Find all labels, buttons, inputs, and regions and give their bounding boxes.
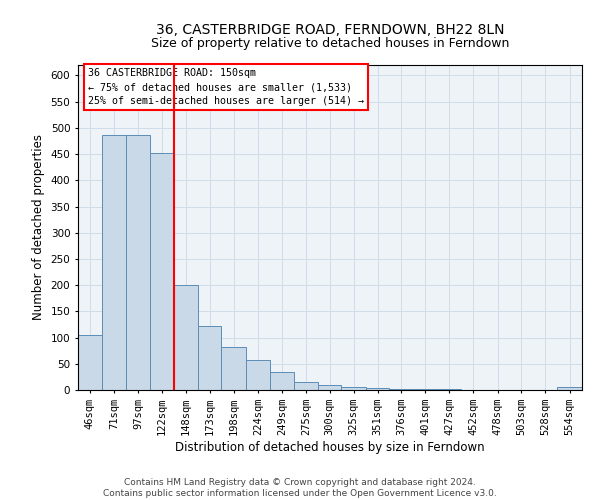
Bar: [101, 134, 126, 390]
Text: 36 CASTERBRIDGE ROAD: 150sqm
← 75% of detached houses are smaller (1,533)
25% of: 36 CASTERBRIDGE ROAD: 150sqm ← 75% of de…: [88, 68, 364, 106]
Bar: [174, 285, 198, 390]
Bar: [221, 347, 246, 390]
Bar: [198, 326, 221, 390]
Bar: [389, 389, 413, 390]
Text: Size of property relative to detached houses in Ferndown: Size of property relative to detached ho…: [151, 38, 509, 51]
X-axis label: Distribution of detached houses by size in Ferndown: Distribution of detached houses by size …: [175, 440, 485, 454]
Bar: [150, 153, 174, 390]
Bar: [294, 382, 318, 390]
Bar: [557, 388, 582, 390]
Bar: [269, 372, 294, 390]
Bar: [413, 389, 437, 390]
Text: Contains HM Land Registry data © Crown copyright and database right 2024.
Contai: Contains HM Land Registry data © Crown c…: [103, 478, 497, 498]
Bar: [246, 360, 269, 390]
Y-axis label: Number of detached properties: Number of detached properties: [32, 134, 45, 320]
Bar: [318, 385, 341, 390]
Bar: [341, 388, 366, 390]
Bar: [126, 134, 150, 390]
Bar: [366, 388, 389, 390]
Text: 36, CASTERBRIDGE ROAD, FERNDOWN, BH22 8LN: 36, CASTERBRIDGE ROAD, FERNDOWN, BH22 8L…: [156, 22, 504, 36]
Bar: [78, 335, 101, 390]
